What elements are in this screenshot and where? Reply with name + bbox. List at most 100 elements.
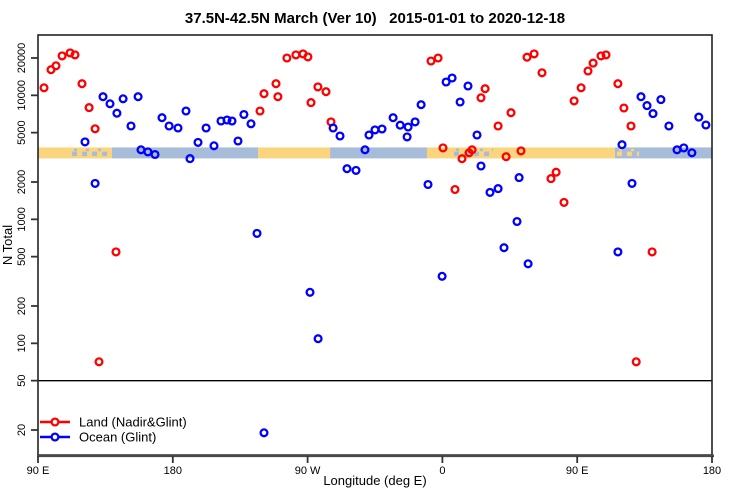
plot-border	[37, 34, 713, 456]
ocean-data-point	[105, 99, 115, 109]
ocean-data-point	[613, 247, 623, 257]
land-data-point	[529, 49, 539, 59]
ocean-data-point	[351, 165, 361, 175]
y-tick-label: 500	[16, 247, 28, 265]
strip-segment	[330, 147, 427, 159]
land-data-point	[569, 96, 579, 106]
y-tick-label: 200	[16, 297, 28, 315]
ocean-data-point	[133, 92, 143, 102]
ocean-data-point	[150, 149, 160, 160]
ocean-data-point	[423, 179, 433, 190]
land-data-point	[273, 92, 283, 102]
land-data-point	[559, 197, 569, 207]
ocean-data-point	[80, 137, 90, 147]
ocean-data-point	[463, 81, 473, 91]
ocean-data-point	[441, 77, 451, 87]
strip-segment	[426, 147, 452, 159]
ocean-data-point	[193, 137, 203, 147]
ocean-data-point	[485, 187, 495, 197]
land-data-point	[255, 106, 265, 116]
ocean-data-point	[437, 271, 447, 281]
land-data-point	[583, 66, 593, 76]
land-data-point	[647, 247, 657, 257]
land-data-point	[438, 143, 448, 153]
legend-land-marker-icon	[50, 417, 60, 427]
land-data-point	[57, 51, 67, 61]
x-tick-label: 180	[703, 465, 721, 477]
land-data-point	[476, 93, 486, 103]
ocean-data-point	[126, 121, 136, 131]
ocean-data-point	[679, 143, 689, 153]
y-tick-label: 20000	[16, 43, 28, 74]
ocean-data-point	[360, 145, 370, 155]
land-data-point	[467, 145, 477, 155]
x-axis-label: Longitude (deg E)	[323, 473, 426, 488]
ocean-data-point	[157, 113, 167, 123]
ocean-data-point	[472, 130, 482, 140]
land-data-point	[39, 83, 49, 93]
y-tick-label: 2000	[16, 170, 28, 194]
strip-segment	[258, 147, 331, 159]
ocean-data-point	[342, 164, 352, 174]
land-data-point	[551, 167, 561, 177]
land-data-point	[480, 84, 490, 94]
ocean-data-point	[259, 428, 269, 438]
ocean-data-point	[410, 117, 420, 127]
ocean-data-point	[98, 92, 108, 102]
legend-ocean-marker-icon	[50, 432, 60, 442]
ocean-data-point	[209, 141, 219, 151]
ocean-data-point	[642, 101, 652, 111]
land-data-point	[501, 152, 511, 162]
ocean-data-point	[402, 132, 412, 142]
strip-segment	[111, 147, 259, 159]
land-data-point	[516, 146, 526, 156]
ocean-data-point	[118, 94, 128, 104]
ocean-data-point	[656, 95, 666, 105]
land-data-point	[433, 53, 443, 63]
ocean-data-point	[403, 122, 413, 132]
land-data-point	[596, 51, 606, 61]
land-data-point	[90, 124, 100, 134]
land-data-point	[522, 52, 532, 62]
ocean-data-point	[227, 116, 237, 126]
land-data-point	[111, 247, 121, 257]
chart-title: 37.5N-42.5N March (Ver 10) 2015-01-01 to…	[185, 10, 565, 27]
land-data-point	[626, 121, 636, 131]
ocean-data-point	[514, 173, 524, 183]
ocean-data-point	[455, 97, 465, 107]
ocean-data-point	[164, 121, 174, 131]
land-data-point	[613, 79, 623, 89]
ocean-data-point	[447, 73, 457, 83]
ocean-data-point	[252, 228, 262, 238]
ocean-data-point	[388, 113, 398, 123]
ocean-data-point	[395, 120, 405, 130]
ocean-data-point	[222, 115, 232, 125]
land-data-point	[94, 357, 104, 367]
ocean-data-point	[499, 243, 509, 253]
land-data-point	[259, 89, 269, 99]
data-points-layer	[39, 48, 711, 438]
ocean-data-point	[687, 148, 697, 158]
x-tick-label: 90 W	[295, 465, 321, 477]
land-data-point	[493, 121, 503, 131]
ocean-data-point	[335, 131, 345, 141]
x-tick-label: 0	[439, 465, 445, 477]
land-data-point	[450, 184, 460, 195]
x-tick-label: 90 E	[27, 465, 50, 477]
ocean-data-point	[181, 106, 191, 116]
land-data-point	[619, 103, 629, 113]
strip-segment	[70, 147, 112, 159]
strip-segment	[38, 147, 71, 159]
land-data-point	[51, 61, 61, 71]
ocean-data-point	[416, 100, 426, 110]
ocean-data-point	[239, 109, 249, 120]
ocean-data-point	[523, 259, 533, 269]
ocean-data-point	[112, 108, 122, 118]
land-data-point	[306, 98, 316, 108]
ocean-data-point	[377, 124, 387, 134]
land-data-point	[546, 174, 556, 184]
x-tick-label: 180	[164, 465, 182, 477]
axes-layer: 90 E 180 90 W 0 90 E 180 20 50 100 200 500 1000 2000…	[16, 34, 721, 477]
